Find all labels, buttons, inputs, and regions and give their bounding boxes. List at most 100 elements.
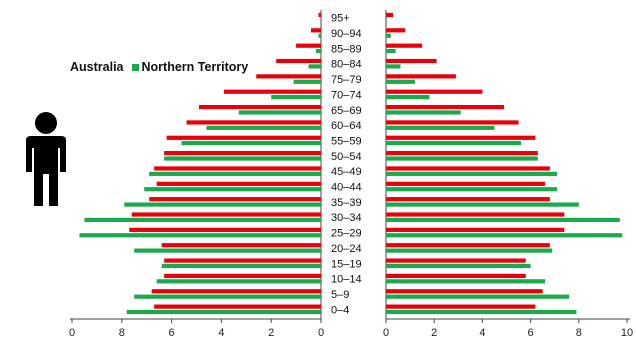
bar-northern-territory-right-12 — [386, 125, 495, 130]
bar-northern-territory-left-18 — [318, 33, 321, 38]
bar-northern-territory-right-3 — [386, 263, 531, 269]
tick-label-right-2: 4 — [479, 327, 485, 339]
bar-northern-territory-left-4 — [134, 248, 321, 253]
bar-northern-territory-right-8 — [386, 187, 558, 192]
bar-northern-territory-left-5 — [79, 233, 321, 238]
age-group-label: 70–74 — [331, 89, 362, 101]
bar-northern-territory-right-9 — [386, 171, 558, 176]
bar-australia-right-0 — [386, 304, 536, 309]
age-group-label: 85–89 — [331, 43, 362, 55]
age-group-label: 40–44 — [331, 182, 362, 194]
age-group-label: 60–64 — [331, 120, 362, 132]
age-group-label: 65–69 — [331, 105, 362, 117]
tick-label-left-5: 0 — [318, 327, 324, 339]
bar-australia-right-10 — [386, 151, 538, 156]
bar-australia-right-5 — [386, 227, 565, 232]
age-group-label: 75–79 — [331, 74, 362, 86]
bar-northern-territory-left-15 — [293, 79, 321, 84]
age-group-label: 35–39 — [331, 197, 362, 209]
bar-australia-right-18 — [386, 28, 406, 33]
bar-northern-territory-right-17 — [386, 48, 396, 54]
bar-australia-left-10 — [164, 151, 321, 156]
bar-australia-right-6 — [386, 212, 565, 217]
bar-australia-left-7 — [149, 197, 321, 202]
tick-label-left-3: 4 — [218, 327, 224, 339]
bar-australia-right-12 — [386, 120, 519, 125]
age-group-label: 30–34 — [331, 212, 362, 224]
bar-northern-territory-right-0 — [386, 309, 577, 315]
bar-northern-territory-left-1 — [134, 294, 321, 299]
bar-northern-territory-right-1 — [386, 294, 570, 299]
bar-northern-territory-right-15 — [386, 79, 415, 84]
bar-australia-right-13 — [386, 104, 505, 110]
tick-label-right-4: 8 — [576, 327, 582, 339]
bar-australia-right-3 — [386, 258, 526, 263]
bar-australia-left-4 — [161, 243, 321, 248]
bar-northern-territory-left-9 — [149, 171, 321, 176]
bar-australia-left-15 — [256, 74, 321, 79]
tick-label-left-4: 2 — [268, 327, 274, 339]
tick-label-left-0: 0 — [69, 327, 75, 339]
bar-northern-territory-right-4 — [386, 248, 553, 253]
bar-northern-territory-left-2 — [156, 279, 321, 284]
tick-label-left-2: 6 — [169, 327, 175, 339]
bar-northern-territory-left-8 — [144, 187, 321, 192]
bar-australia-left-2 — [164, 273, 321, 279]
age-group-label: 50–54 — [331, 151, 362, 163]
age-group-label: 45–49 — [331, 166, 362, 178]
bar-northern-territory-left-16 — [308, 64, 321, 69]
age-group-label: 10–14 — [331, 274, 362, 286]
bar-northern-territory-left-12 — [206, 125, 321, 130]
tick-label-right-3: 6 — [528, 327, 534, 339]
legend-swatch-northern-territory — [131, 63, 139, 71]
bar-australia-left-6 — [131, 212, 321, 217]
bar-australia-right-15 — [386, 74, 456, 79]
age-group-label: 80–84 — [331, 59, 362, 71]
bar-northern-territory-right-16 — [386, 64, 401, 69]
tick-label-right-0: 0 — [383, 327, 389, 339]
bar-northern-territory-left-13 — [238, 110, 321, 115]
bar-australia-left-8 — [156, 181, 321, 186]
age-group-label: 20–24 — [331, 243, 362, 255]
bar-northern-territory-right-14 — [386, 95, 430, 100]
bar-australia-left-5 — [129, 227, 321, 232]
age-group-label: 0–4 — [331, 304, 349, 316]
bar-australia-left-17 — [296, 43, 321, 48]
bar-australia-right-9 — [386, 166, 550, 171]
bar-australia-right-2 — [386, 273, 526, 279]
legend-label-australia: Australia — [70, 60, 124, 74]
age-group-label: 25–29 — [331, 228, 362, 240]
bar-australia-right-14 — [386, 89, 483, 94]
bar-northern-territory-left-0 — [126, 309, 321, 315]
age-group-label: 55–59 — [331, 135, 362, 147]
bar-northern-territory-left-11 — [181, 141, 321, 146]
age-group-label: 95+ — [331, 13, 350, 25]
bar-northern-territory-left-10 — [164, 156, 321, 161]
bar-australia-left-0 — [154, 304, 321, 309]
bar-australia-left-18 — [311, 28, 321, 33]
bar-australia-right-16 — [386, 58, 437, 64]
legend-label-northern-territory: Northern Territory — [141, 60, 249, 74]
bar-northern-territory-right-18 — [386, 33, 391, 38]
bar-australia-left-13 — [198, 104, 321, 110]
bar-australia-left-19 — [318, 12, 321, 18]
bar-northern-territory-right-10 — [386, 156, 538, 161]
age-group-label: 15–19 — [331, 258, 362, 270]
age-group-label: 90–94 — [331, 28, 362, 40]
bar-australia-left-12 — [186, 120, 321, 125]
age-group-label: 5–9 — [331, 289, 349, 301]
bar-australia-right-17 — [386, 43, 423, 48]
bar-australia-left-9 — [154, 166, 321, 171]
bar-northern-territory-right-6 — [386, 217, 620, 223]
bar-northern-territory-left-6 — [84, 217, 321, 223]
bar-northern-territory-right-13 — [386, 110, 461, 115]
bar-northern-territory-left-14 — [271, 95, 321, 100]
bar-northern-territory-right-5 — [386, 233, 623, 238]
bar-australia-left-14 — [223, 89, 321, 94]
bar-northern-territory-left-3 — [161, 263, 321, 269]
bar-australia-left-11 — [166, 135, 321, 140]
legend: Australia Northern Territory — [70, 60, 248, 74]
bar-australia-right-7 — [386, 197, 550, 202]
bar-northern-territory-left-7 — [124, 202, 321, 207]
bar-australia-right-1 — [386, 289, 543, 294]
